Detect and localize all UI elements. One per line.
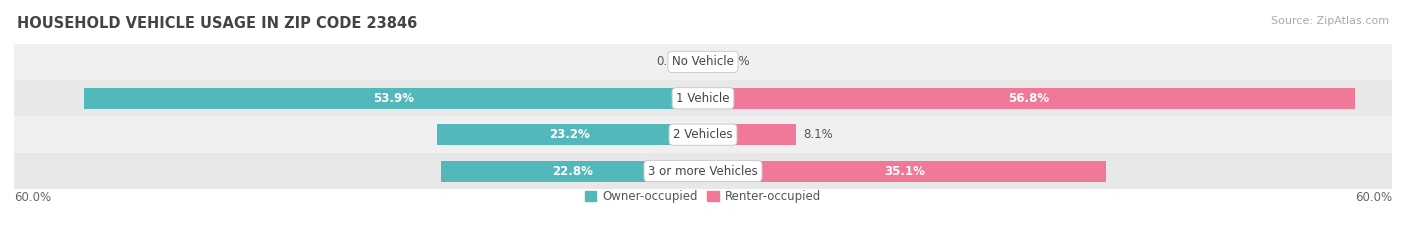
Text: 2 Vehicles: 2 Vehicles	[673, 128, 733, 141]
Text: 23.2%: 23.2%	[550, 128, 591, 141]
Text: 60.0%: 60.0%	[14, 191, 51, 204]
Bar	[84, 88, 703, 109]
Bar	[14, 153, 1392, 189]
Bar	[703, 124, 796, 145]
Bar	[703, 88, 1355, 109]
Text: 0.0%: 0.0%	[720, 55, 749, 69]
Bar	[441, 161, 703, 182]
Bar	[14, 116, 1392, 153]
Bar	[703, 161, 1107, 182]
Text: No Vehicle: No Vehicle	[672, 55, 734, 69]
Text: 60.0%: 60.0%	[1355, 191, 1392, 204]
Text: 1 Vehicle: 1 Vehicle	[676, 92, 730, 105]
Text: 56.8%: 56.8%	[1008, 92, 1050, 105]
Bar	[437, 124, 703, 145]
Text: HOUSEHOLD VEHICLE USAGE IN ZIP CODE 23846: HOUSEHOLD VEHICLE USAGE IN ZIP CODE 2384…	[17, 16, 418, 31]
Bar	[14, 80, 1392, 116]
Text: Source: ZipAtlas.com: Source: ZipAtlas.com	[1271, 16, 1389, 26]
Bar	[14, 44, 1392, 80]
Text: 35.1%: 35.1%	[884, 164, 925, 178]
Text: 53.9%: 53.9%	[373, 92, 413, 105]
Text: 0.0%: 0.0%	[657, 55, 686, 69]
Legend: Owner-occupied, Renter-occupied: Owner-occupied, Renter-occupied	[579, 185, 827, 208]
Text: 3 or more Vehicles: 3 or more Vehicles	[648, 164, 758, 178]
Text: 8.1%: 8.1%	[803, 128, 832, 141]
Text: 22.8%: 22.8%	[551, 164, 592, 178]
